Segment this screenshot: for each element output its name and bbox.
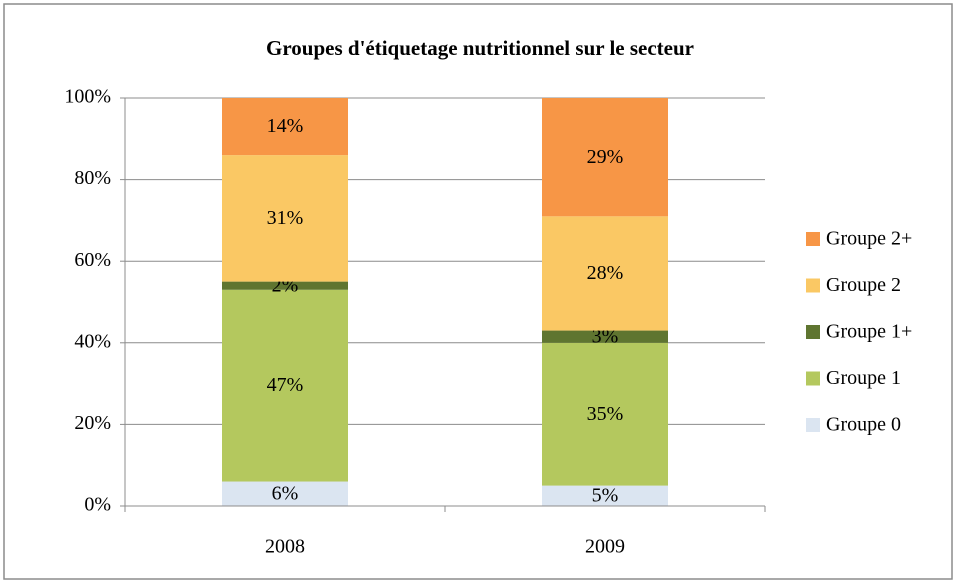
data-label: 47%: [267, 374, 304, 396]
legend-label: Groupe 2: [826, 274, 901, 296]
data-label: 5%: [592, 484, 619, 506]
data-label: 35%: [587, 403, 624, 425]
y-tick-label: 60%: [74, 249, 111, 271]
y-tick-label: 0%: [84, 494, 111, 516]
legend-swatch: [806, 325, 820, 339]
x-tick-label: 2009: [585, 536, 625, 558]
bar-segment: [222, 281, 348, 290]
legend-swatch: [806, 418, 820, 432]
x-tick-label: 2008: [265, 536, 305, 558]
y-tick-label: 100%: [64, 86, 111, 108]
legend-label: Groupe 1+: [826, 321, 912, 343]
data-label: 31%: [267, 207, 304, 229]
bar-segment: [222, 98, 348, 156]
data-label: 6%: [272, 482, 299, 504]
legend-swatch: [806, 278, 820, 293]
data-label: 29%: [587, 146, 624, 168]
bar-segment: [222, 481, 348, 506]
chart-frame: [3, 3, 953, 580]
y-tick-label: 20%: [74, 412, 111, 434]
bar-segment: [542, 216, 668, 331]
bar-segment: [542, 342, 668, 486]
bar-segment: [542, 98, 668, 217]
bar-segment: [222, 289, 348, 482]
bar-segment: [222, 155, 348, 282]
legend-swatch: [806, 371, 820, 386]
legend-label: Groupe 1: [826, 367, 901, 389]
data-label: 28%: [587, 262, 624, 284]
data-label: 14%: [267, 115, 304, 137]
legend-label: Groupe 2+: [826, 228, 912, 250]
bar-segment: [542, 485, 668, 506]
data-label: 3%: [592, 325, 619, 347]
chart-title: Groupes d'étiquetage nutritionnel sur le…: [266, 36, 694, 60]
y-tick-label: 40%: [74, 330, 111, 352]
legend-swatch: [806, 232, 820, 246]
y-tick-label: 80%: [74, 167, 111, 189]
bar-segment: [542, 330, 668, 343]
legend-label: Groupe 0: [826, 414, 901, 436]
